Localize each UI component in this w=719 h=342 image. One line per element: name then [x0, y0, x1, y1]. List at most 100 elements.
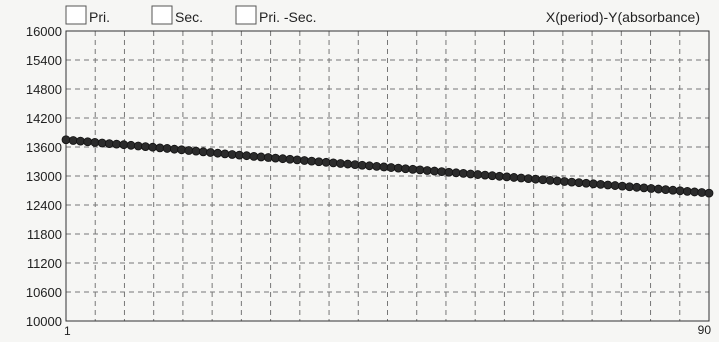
data-point: [169, 144, 179, 154]
data-point: [314, 157, 324, 167]
data-point: [336, 159, 345, 168]
data-point: [531, 174, 541, 184]
data-point: [162, 144, 172, 153]
data-point: [227, 150, 237, 159]
data-points: [61, 135, 714, 198]
data-point: [90, 138, 100, 147]
data-point: [401, 164, 410, 174]
data-point: [437, 167, 447, 177]
data-point: [661, 185, 671, 195]
x-tick-label: 90: [698, 323, 712, 337]
data-point: [119, 140, 129, 150]
data-point: [545, 175, 555, 185]
data-point: [639, 183, 649, 193]
data-point: [256, 152, 266, 162]
y-tick-label: 11200: [27, 256, 62, 271]
data-point: [372, 161, 382, 171]
data-point: [141, 142, 150, 152]
data-point: [292, 155, 302, 165]
legend-label-pri-sec: Pri. -Sec.: [259, 9, 317, 25]
legend-label-pri: Pri.: [89, 9, 110, 25]
data-point: [617, 181, 627, 191]
legend-item-sec[interactable]: Sec.: [151, 5, 203, 25]
data-point: [458, 168, 468, 178]
data-point: [76, 136, 85, 146]
data-point: [285, 154, 295, 164]
data-point: [379, 162, 389, 172]
data-point: [234, 150, 244, 160]
data-point: [690, 187, 699, 197]
data-point: [603, 180, 613, 190]
data-point: [242, 151, 252, 161]
data-point: [509, 173, 519, 182]
data-point: [300, 156, 309, 165]
data-point: [451, 168, 461, 178]
data-point: [560, 177, 569, 186]
y-tick-label: 12400: [26, 198, 62, 213]
x-tick-label: 1: [64, 324, 71, 338]
data-point: [97, 138, 107, 148]
data-point: [350, 160, 360, 170]
data-point: [220, 149, 230, 159]
legend-checkbox-pri[interactable]: [65, 5, 87, 25]
y-tick-label: 10000: [26, 314, 62, 329]
data-point: [502, 172, 512, 182]
legend-checkbox-pri-sec[interactable]: [235, 5, 257, 25]
legend: Pri. Sec. Pri. -Sec.: [65, 5, 317, 25]
data-point: [357, 160, 367, 170]
data-point: [278, 154, 288, 164]
data-point: [408, 164, 418, 174]
data-point: [61, 135, 71, 145]
y-tick-label: 11800: [27, 227, 62, 242]
data-point: [625, 182, 634, 192]
data-point: [126, 140, 136, 150]
data-point: [668, 185, 678, 195]
y-tick-label: 14200: [26, 111, 62, 126]
data-point: [321, 157, 331, 167]
data-point: [480, 170, 490, 180]
legend-item-pri[interactable]: Pri.: [65, 5, 110, 25]
data-point: [148, 142, 158, 152]
data-point: [104, 139, 114, 149]
plot-frame: [65, 30, 710, 322]
data-point: [567, 177, 577, 187]
data-point: [610, 181, 620, 190]
data-point: [632, 182, 642, 192]
data-point: [328, 158, 338, 168]
data-point: [271, 153, 280, 163]
data-point: [249, 151, 259, 161]
data-point: [574, 178, 584, 188]
data-point: [263, 153, 273, 162]
data-point: [466, 169, 475, 179]
data-point: [198, 147, 208, 157]
data-point: [206, 148, 215, 157]
y-axis-ticks: 16000 15400 14800 14200 13600 13000 12400 11800…: [26, 24, 62, 329]
data-point: [589, 179, 598, 189]
data-point: [654, 184, 663, 194]
data-point: [184, 146, 194, 155]
legend-checkbox-sec[interactable]: [151, 5, 173, 25]
data-point: [393, 163, 403, 173]
legend-item-pri-sec[interactable]: Pri. -Sec.: [235, 5, 317, 25]
data-point: [444, 167, 454, 177]
legend-label-sec: Sec.: [175, 9, 203, 25]
data-point: [155, 143, 165, 153]
data-point: [307, 156, 317, 166]
data-point: [523, 174, 533, 184]
data-point: [516, 173, 526, 183]
data-point: [343, 159, 353, 169]
y-tick-label: 13000: [26, 169, 62, 184]
data-point: [133, 141, 143, 151]
y-tick-label: 16000: [26, 24, 62, 39]
data-point: [495, 171, 504, 181]
data-point: [552, 176, 562, 186]
data-point: [697, 188, 707, 197]
x-axis-ticks: 1 90: [64, 323, 711, 338]
data-point: [682, 186, 692, 196]
y-tick-label: 13600: [26, 140, 62, 155]
data-point: [473, 170, 483, 179]
data-point: [704, 188, 714, 198]
data-point: [68, 136, 78, 145]
axis-title: X(period)-Y(absorbance): [546, 9, 700, 25]
